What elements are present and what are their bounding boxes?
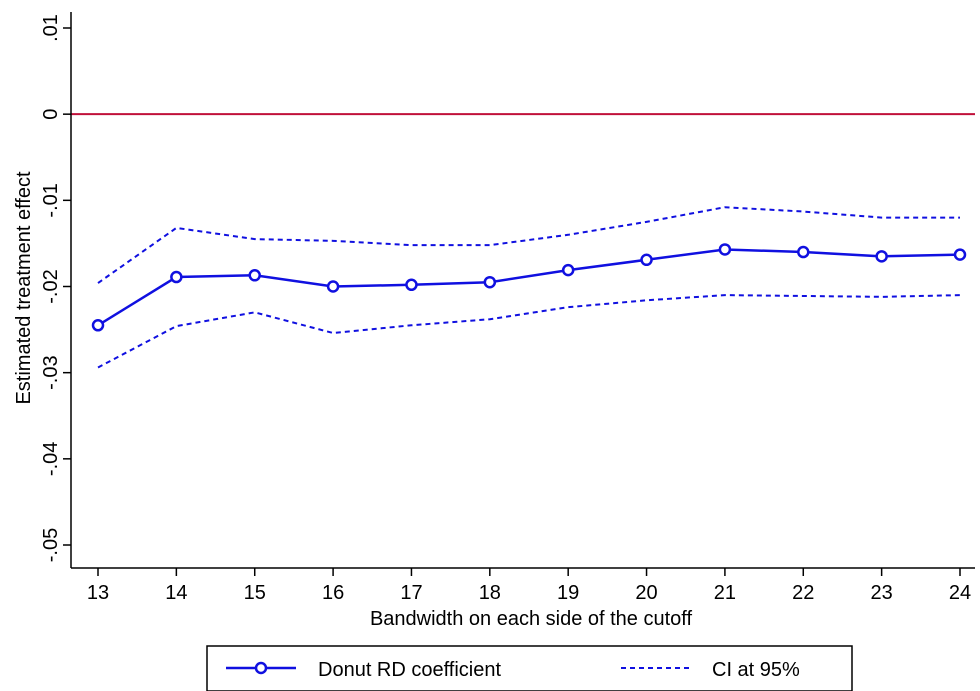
coefficient-point bbox=[91, 319, 105, 332]
x-tick-label: 13 bbox=[87, 582, 109, 604]
x-tick-label: 23 bbox=[871, 582, 893, 604]
coefficient-point bbox=[875, 250, 888, 263]
x-tick-label: 19 bbox=[557, 582, 579, 604]
x-tick-label: 15 bbox=[244, 582, 266, 604]
x-tick-label: 24 bbox=[949, 582, 971, 604]
x-tick-label: 21 bbox=[714, 582, 736, 604]
coefficient-point bbox=[718, 243, 732, 256]
coefficient-point bbox=[561, 263, 575, 277]
plot-area bbox=[71, 113, 975, 369]
y-tick-label: -.05 bbox=[40, 528, 62, 562]
x-tick-label: 16 bbox=[322, 582, 344, 604]
legend-label-ci: CI at 95% bbox=[712, 659, 800, 681]
y-tick-label: 0 bbox=[40, 109, 62, 120]
axes: .01 0 -.01 -.02 -.03 -.04 -.05 13 14 15 16 17 18 19 20… bbox=[40, 12, 975, 604]
coefficient-point bbox=[953, 248, 967, 261]
coefficient-point bbox=[483, 275, 497, 289]
y-tick-label: -.01 bbox=[40, 183, 62, 217]
coefficient-line bbox=[97, 248, 961, 327]
y-tick-label: -.03 bbox=[40, 355, 62, 389]
coefficient-point bbox=[170, 270, 183, 284]
x-tick-label: 17 bbox=[400, 582, 422, 604]
y-tick-label: -.02 bbox=[40, 269, 62, 303]
ci-lower-line bbox=[97, 294, 961, 369]
y-axis-title: Estimated treatment effect bbox=[13, 171, 35, 405]
coefficient-point bbox=[797, 245, 810, 259]
x-tick-label: 14 bbox=[165, 582, 187, 604]
legend: Donut RD coefficient CI at 95% bbox=[206, 645, 853, 691]
y-tick-label: .01 bbox=[40, 14, 62, 42]
x-tick-label: 22 bbox=[792, 582, 814, 604]
y-tick-label: -.04 bbox=[40, 442, 62, 476]
coefficient-point bbox=[640, 253, 653, 267]
legend-circle-marker bbox=[254, 661, 268, 675]
x-axis-title: Bandwidth on each side of the cutoff bbox=[370, 608, 693, 630]
x-tick-label: 20 bbox=[635, 582, 657, 604]
legend-box bbox=[206, 645, 853, 691]
coefficient-point bbox=[326, 280, 340, 293]
coefficient-point bbox=[248, 269, 261, 282]
ci-upper-line bbox=[97, 206, 960, 284]
coefficient-point bbox=[405, 278, 418, 292]
x-tick-label: 18 bbox=[479, 582, 501, 604]
legend-label-coefficient: Donut RD coefficient bbox=[318, 659, 502, 681]
